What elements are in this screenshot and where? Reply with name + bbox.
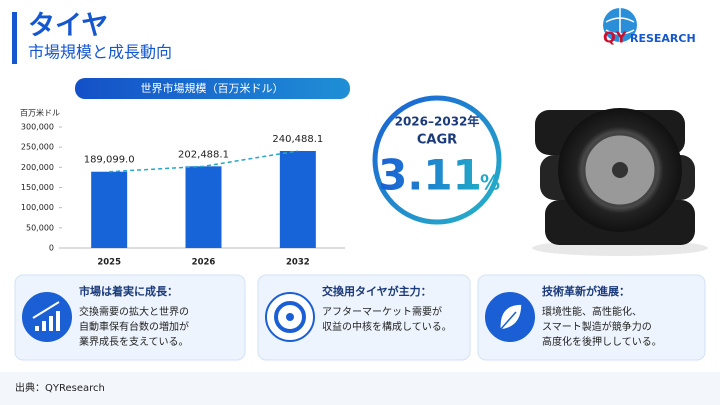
cagr-value: 3.11 [378, 151, 482, 200]
card [477, 274, 706, 361]
cagr-label: CAGR [417, 133, 457, 148]
card-title: 市場は着実に成長： [79, 284, 178, 298]
y-axis-label: 百万米ドル [20, 108, 60, 118]
cagr-unit: % [480, 171, 500, 195]
bar-chart: 0 50,000 100,000 150,000 200,000 250,000 300,0… [21, 123, 345, 268]
trend-line [109, 150, 298, 173]
card-body: スマート製造が競争力の [542, 320, 652, 333]
card [14, 274, 246, 361]
icon-bar [56, 311, 60, 331]
bar [185, 166, 222, 248]
y-tick-label: 0 [49, 244, 54, 253]
y-tick-label: 50,000 [26, 223, 54, 232]
card-title: 交換用タイヤが主力： [322, 284, 432, 298]
tire-image [532, 108, 708, 256]
icon-leaf [499, 303, 523, 331]
icon-bar [42, 321, 46, 331]
chart-title: 世界市場規模（百万米ドル） [141, 81, 284, 95]
value-label: 240,488.1 [272, 134, 323, 145]
title: タイヤ [28, 11, 108, 42]
cagr-period: 2026–2032年 [395, 114, 480, 129]
card-body: 自動車保有台数の増加が [79, 320, 189, 333]
bar [279, 151, 316, 248]
icon-bar [49, 316, 53, 331]
card-icon [22, 292, 72, 342]
card-body: 業界成長を支えている。 [79, 335, 189, 348]
y-tick-label: 100,000 [21, 203, 54, 212]
value-label: 202,488.1 [178, 149, 229, 160]
cagr-ring [372, 95, 502, 225]
x-tick-label: 2032 [286, 258, 310, 268]
icon-tire [274, 301, 306, 333]
card [257, 274, 471, 361]
logo: QY RESEARCH [603, 8, 696, 47]
card-body: 収益の中核を構成している。 [322, 320, 452, 333]
x-tick-label: 2026 [192, 258, 216, 268]
icon-hub [286, 313, 294, 321]
y-tick-label: 150,000 [21, 183, 54, 192]
chart-title-bg [75, 78, 350, 99]
logo-text: RESEARCH [630, 32, 696, 45]
subtitle: 市場規模と成長動向 [28, 43, 172, 62]
y-tick-label: 300,000 [21, 123, 54, 132]
icon-bar [35, 326, 39, 331]
source: 出典：QYResearch [15, 381, 105, 394]
card-body: 高度化を後押ししている。 [542, 335, 662, 348]
accent-bar [12, 12, 17, 64]
card-title: 技術革新が進展： [542, 284, 630, 298]
logo-globe-lines [605, 8, 635, 42]
bar [91, 171, 128, 248]
card-body: 環境性能、高性能化、 [542, 305, 642, 318]
x-tick-label: 2025 [97, 258, 121, 268]
card-body: 交換需要の拡大と世界の [79, 305, 189, 318]
y-tick-label: 200,000 [21, 163, 54, 172]
y-tick-label: 250,000 [21, 143, 54, 152]
value-label: 189,099.0 [84, 155, 135, 166]
icon-arrow [32, 301, 60, 319]
cards: 市場は着実に成長： 交換需要の拡大と世界の自動車保有台数の増加が業界成長を支えてい… [14, 274, 706, 361]
logo-mark: QY [603, 29, 628, 47]
card-body: アフターマーケット需要が [322, 305, 442, 318]
footer-bg [0, 372, 720, 405]
